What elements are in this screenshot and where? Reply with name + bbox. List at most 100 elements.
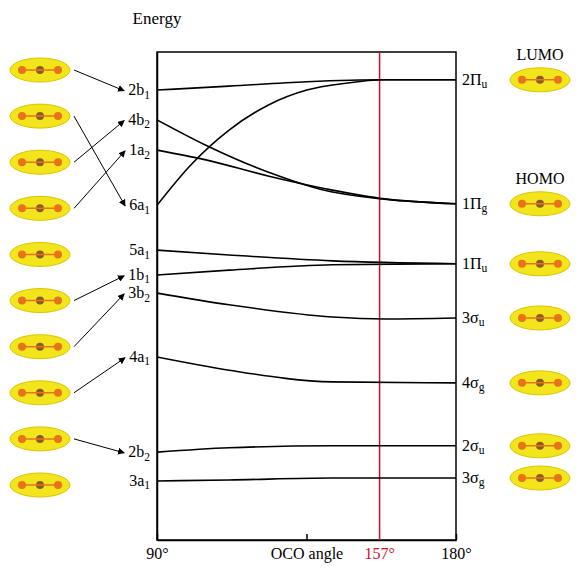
x-tick: OCO angle xyxy=(271,534,343,563)
bond xyxy=(22,438,58,440)
label-sub: u xyxy=(479,316,485,328)
start-orbital-glyph xyxy=(10,427,70,451)
frontier-tag: HOMO xyxy=(516,170,565,187)
start-orbital-glyph xyxy=(10,381,70,405)
glyph-arrow xyxy=(74,121,124,163)
start-orbital-glyph xyxy=(10,242,70,266)
label-sub: 1 xyxy=(144,479,150,491)
orbital-curve xyxy=(157,293,456,319)
chart: 90°OCO angle180°Energy157°2b16a14b21a25a… xyxy=(0,0,584,572)
orbital-lobe xyxy=(10,104,70,128)
orbital-curve xyxy=(157,80,456,205)
label-main: 5a xyxy=(129,241,144,258)
label-main: 3σ xyxy=(462,469,479,486)
start-orbital-glyph xyxy=(10,58,70,82)
orbital-lobe xyxy=(10,473,70,497)
orbital-lobe xyxy=(10,381,70,405)
plot-area xyxy=(157,52,456,540)
start-orbital-glyph xyxy=(10,150,70,174)
bond xyxy=(22,161,58,163)
annotation-label: 157° xyxy=(364,545,394,562)
label-main: 2b xyxy=(128,81,144,98)
bond xyxy=(22,484,58,486)
end-label: 3σu xyxy=(462,309,485,328)
x-tick-label: 90° xyxy=(146,545,168,562)
glyph-arrow xyxy=(74,439,124,453)
end-label: 1Πu xyxy=(462,255,488,274)
orbital-lobe xyxy=(510,68,570,92)
orbital-lobe xyxy=(10,289,70,313)
label-main: 1a xyxy=(129,141,144,158)
bond xyxy=(522,477,558,479)
orbital-curve xyxy=(157,120,456,204)
bond xyxy=(22,115,58,117)
x-tick-label: OCO angle xyxy=(271,545,343,563)
start-label: 4b2 xyxy=(128,111,150,130)
end-orbital-glyph xyxy=(510,68,570,92)
y-axis-title: Energy xyxy=(133,9,182,28)
label-main: 2Π xyxy=(462,71,482,88)
start-label: 1b1 xyxy=(128,266,150,285)
start-orbital-glyph xyxy=(10,335,70,359)
start-label: 6a1 xyxy=(129,196,150,215)
annotation-line xyxy=(379,52,381,540)
start-label: 4a1 xyxy=(129,348,150,367)
label-main: 3b xyxy=(128,284,144,301)
x-tick-mark xyxy=(306,534,308,540)
glyph-arrow xyxy=(74,116,125,206)
start-label: 2b1 xyxy=(128,81,150,100)
end-label: 2Πu xyxy=(462,71,488,90)
orbital-lobe xyxy=(10,150,70,174)
start-orbital-glyph xyxy=(10,289,70,313)
glyph-arrow xyxy=(74,276,124,301)
orbital-lobe xyxy=(10,58,70,82)
label-sub: u xyxy=(482,78,488,90)
end-label: 2σu xyxy=(462,437,485,456)
orbital-curve xyxy=(157,80,456,90)
start-label: 1a2 xyxy=(129,141,150,160)
start-orbital-glyph xyxy=(10,104,70,128)
bond xyxy=(522,263,558,265)
label-sub: u xyxy=(482,262,488,274)
label-main: 2b xyxy=(128,443,144,460)
bond xyxy=(522,445,558,447)
orbital-lobe xyxy=(510,434,570,458)
y-axis-line xyxy=(157,53,159,541)
bond xyxy=(22,208,58,210)
bond xyxy=(522,203,558,205)
orbital-curve xyxy=(157,264,456,275)
orbital-curve xyxy=(157,150,456,204)
orbital-curve xyxy=(157,250,456,264)
end-orbital-glyph xyxy=(510,192,570,216)
start-orbital-glyph xyxy=(10,196,70,220)
label-sub: g xyxy=(482,202,488,215)
label-main: 3a xyxy=(129,472,144,489)
label-sub: 2 xyxy=(144,292,150,304)
orbital-lobe xyxy=(10,335,70,359)
label-main: 1b xyxy=(128,266,144,283)
bond xyxy=(22,300,58,302)
glyph-arrow xyxy=(74,151,125,209)
label-main: 6a xyxy=(129,196,144,213)
orbital-curve xyxy=(157,357,456,383)
label-main: 1Π xyxy=(462,255,482,272)
end-orbital-glyph xyxy=(510,466,570,490)
bond xyxy=(22,392,58,394)
end-label: 1Πg xyxy=(462,195,488,215)
orbital-lobe xyxy=(510,192,570,216)
orbital-curve xyxy=(157,446,456,452)
label-main: 3σ xyxy=(462,309,479,326)
orbital-lobe xyxy=(510,306,570,330)
label-main: 4a xyxy=(129,348,144,365)
end-orbital-glyph xyxy=(510,434,570,458)
bond xyxy=(22,254,58,256)
bond xyxy=(522,317,558,319)
label-main: 4σ xyxy=(462,374,479,391)
label-sub: 2 xyxy=(144,451,150,463)
y-axis xyxy=(157,53,158,541)
label-main: 1Π xyxy=(462,195,482,212)
orbital-lobe xyxy=(10,196,70,220)
end-orbital-glyph xyxy=(510,306,570,330)
glyph-arrow xyxy=(74,294,124,347)
plot-frame xyxy=(157,52,456,540)
